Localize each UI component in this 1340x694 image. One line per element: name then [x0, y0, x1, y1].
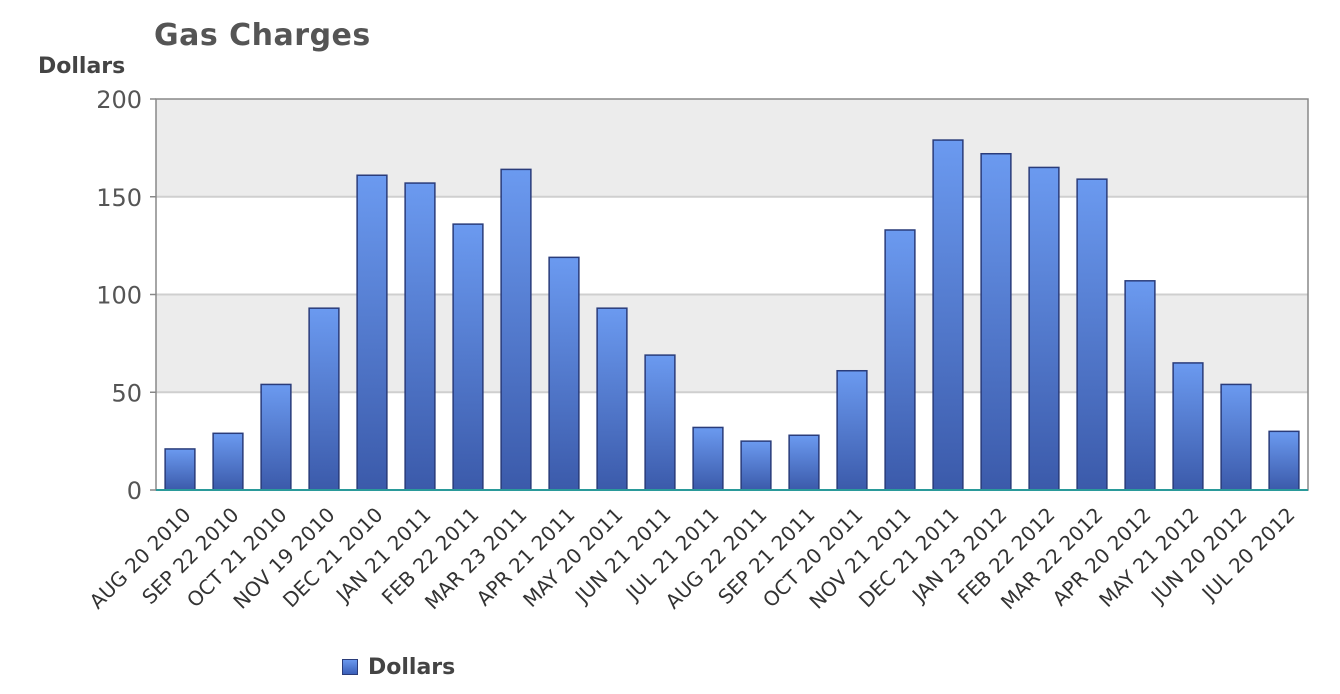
y-axis-ticks: 0 50 100 150 200 — [96, 86, 156, 505]
bar — [1268, 430, 1300, 491]
y-tick-label: 150 — [96, 184, 142, 212]
legend-label: Dollars — [368, 654, 456, 680]
bar — [740, 440, 772, 491]
bar — [356, 174, 388, 491]
y-tick-label: 100 — [96, 282, 142, 310]
bar — [884, 229, 916, 491]
bar — [1172, 362, 1204, 491]
bar — [788, 434, 820, 491]
y-tick-label: 50 — [111, 379, 142, 407]
legend-swatch — [342, 659, 358, 675]
chart-title: Gas Charges — [154, 18, 371, 53]
bar — [404, 182, 436, 491]
bar — [1220, 383, 1252, 491]
plot-background — [156, 99, 1308, 490]
bar — [548, 256, 580, 491]
bar — [932, 139, 964, 491]
bar — [1028, 166, 1060, 491]
bar — [260, 383, 292, 491]
plot-band — [156, 294, 1308, 393]
y-axis-label: Dollars — [38, 54, 126, 79]
bars — [164, 139, 1300, 491]
bar — [644, 354, 676, 491]
bar — [308, 307, 340, 491]
bar — [164, 448, 196, 491]
bar — [212, 432, 244, 491]
plot-band — [156, 99, 1308, 197]
bar — [596, 307, 628, 491]
bar — [1076, 178, 1108, 491]
bar — [692, 426, 724, 491]
y-tick-label: 200 — [96, 86, 142, 114]
gridlines — [156, 195, 1308, 394]
bar — [1124, 280, 1156, 491]
bar — [452, 223, 484, 491]
bar — [980, 152, 1012, 491]
plot-band — [156, 392, 1308, 490]
bar — [836, 369, 868, 491]
y-tick-label: 0 — [127, 477, 142, 505]
bar — [500, 168, 532, 491]
legend: Dollars — [342, 652, 455, 682]
plot-band — [156, 196, 1308, 295]
